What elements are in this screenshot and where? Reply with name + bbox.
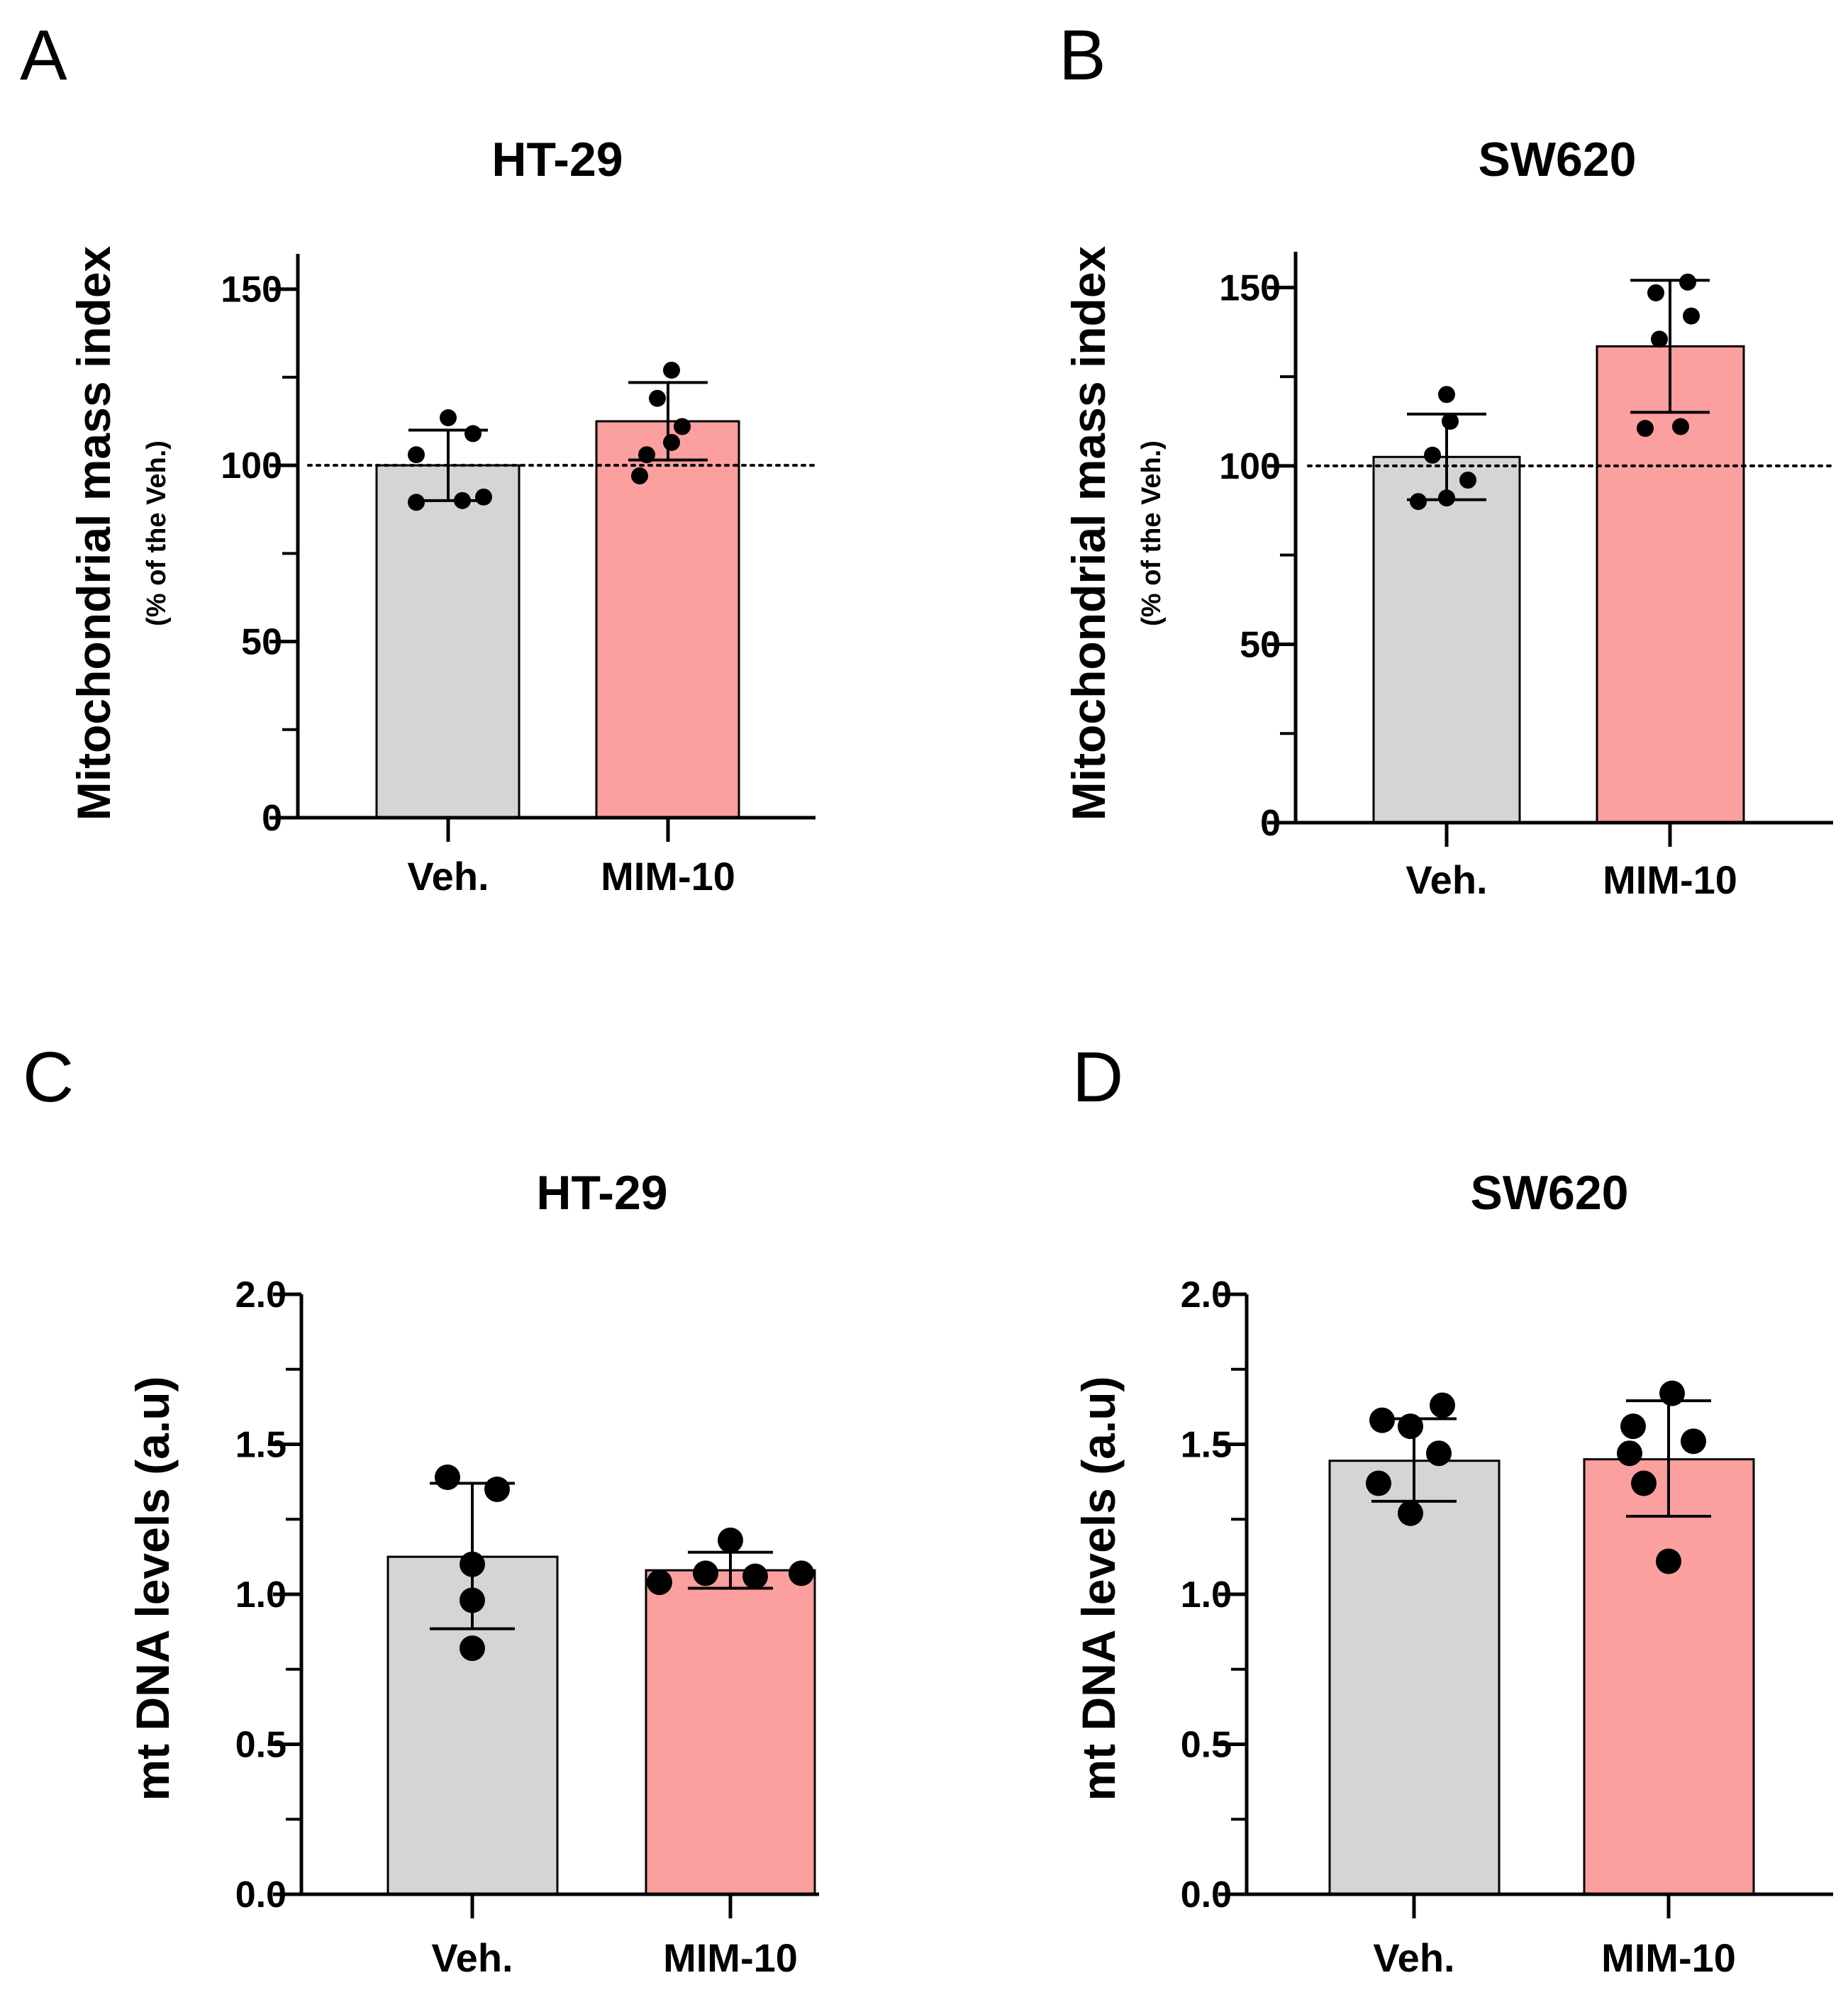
y-tick-label: 0 [262,798,282,839]
data-point [1637,420,1654,438]
data-point [484,1476,510,1502]
y-tick-label: 100 [221,445,282,487]
data-point [1631,1470,1657,1496]
data-point [1681,1428,1706,1455]
data-point [1656,1548,1681,1574]
data-point [789,1560,814,1586]
x-category-label: MIM-10 [1603,857,1737,902]
data-point [693,1560,718,1586]
error-bar [1630,279,1710,414]
chart-title: HT-29 [536,1166,667,1220]
data-point [663,433,680,451]
y-axis-sublabel: (% of the Veh.) [1137,440,1167,626]
data-point [460,1551,485,1577]
data-point [440,409,457,427]
y-axis-sublabel: (% of the Veh.) [142,440,172,626]
data-point [1459,472,1476,489]
y-axis-label: Mitochondrial mass index [67,245,120,821]
data-point [408,494,425,511]
y-axis-label: Mitochondrial mass index [1062,245,1115,821]
panel-b: B SW620 Mitochondrial mass index (% of the … [1059,16,1835,902]
x-category-label: Veh. [431,1935,513,1980]
y-tick-label: 100 [1219,446,1281,487]
data-point [638,446,655,464]
x-category-label: MIM-10 [663,1935,798,1980]
bar-mim10 [1583,1458,1755,1896]
data-point [1442,412,1459,430]
data-point [1424,446,1441,464]
data-point [1617,1440,1642,1467]
x-category-label: Veh. [407,854,489,899]
data-point [464,425,482,443]
data-point [1366,1470,1391,1496]
panel-letter: A [20,16,67,95]
data-point [663,361,680,379]
data-point [1620,1413,1646,1440]
y-tick-label: 0.0 [235,1874,286,1916]
y-tick-label: 1.0 [1181,1574,1232,1616]
y-tick-label: 150 [221,269,282,311]
data-point [1679,273,1696,291]
y-tick-label: 0.5 [1181,1725,1232,1766]
data-point [742,1563,768,1589]
panel-d: D SW620 mt DNA levels (a.u) 0.0 0.5 1.0 1.5 2.0… [1072,1038,1833,1980]
data-point [460,1587,485,1613]
bar-veh [1328,1460,1501,1896]
data-point [718,1527,743,1553]
y-tick-label: 150 [1219,267,1281,308]
data-point [1398,1500,1423,1526]
y-tick-label: 1.5 [235,1425,286,1466]
data-point [1438,489,1455,507]
data-point [1647,284,1664,301]
data-point [460,1635,485,1662]
data-point [408,446,425,464]
x-category-label: MIM-10 [601,854,735,899]
data-point [631,467,648,485]
bar-veh [375,464,521,819]
data-point [1651,330,1668,348]
y-tick-label: 2.0 [1181,1274,1232,1316]
y-tick-label: 0.0 [1181,1874,1232,1916]
data-point [674,418,691,435]
data-point [1369,1407,1395,1433]
y-axis-label: mt DNA levels (a.u) [126,1376,179,1801]
panel-letter: B [1059,16,1106,95]
data-point [1398,1413,1423,1440]
x-category-label: Veh. [1373,1935,1454,1980]
panel-c: C HT-29 mt DNA levels (a.u) 0.0 0.5 1.0 1.5 2.0… [23,1038,819,1980]
y-tick-label: 0 [1260,803,1281,844]
data-point [1426,1440,1452,1467]
y-tick-label: 2.0 [235,1274,286,1316]
y-tick-label: 50 [241,622,282,663]
chart-title: SW620 [1479,133,1637,187]
y-tick-label: 1.0 [235,1574,286,1616]
chart-title: HT-29 [491,133,623,187]
data-point [454,491,471,509]
panel-a: A HT-29 Mitochondrial mass index (% of the … [20,16,817,899]
x-category-label: Veh. [1406,857,1487,902]
data-point [1672,418,1689,435]
data-point [1659,1380,1685,1406]
data-point [1410,493,1427,511]
x-category-label: MIM-10 [1601,1935,1736,1980]
data-point [435,1464,460,1491]
y-tick-label: 50 [1240,624,1281,665]
data-point [1683,307,1700,325]
data-point [1430,1392,1455,1418]
bar-mim10 [1596,345,1745,824]
data-point [475,488,492,506]
y-tick-label: 0.5 [235,1725,286,1766]
data-point [647,1569,672,1596]
y-axis-label: mt DNA levels (a.u) [1072,1376,1125,1801]
panel-letter: D [1072,1038,1123,1117]
data-point [649,389,666,407]
panel-letter: C [23,1038,74,1117]
bar-veh [1372,455,1521,824]
y-tick-label: 1.5 [1181,1425,1232,1466]
bar-mim10 [595,420,740,819]
bar-mim10 [645,1569,816,1896]
chart-title: SW620 [1471,1166,1629,1220]
data-point [1438,386,1455,404]
